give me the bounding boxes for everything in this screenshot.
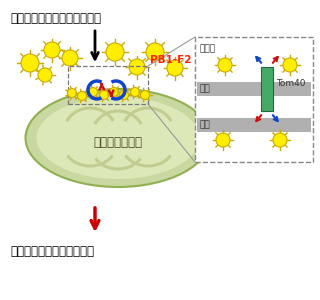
Bar xyxy=(261,67,273,111)
Circle shape xyxy=(106,43,124,61)
Circle shape xyxy=(218,58,232,72)
Circle shape xyxy=(62,50,78,66)
Text: 外膜: 外膜 xyxy=(199,85,210,94)
Bar xyxy=(68,66,148,104)
Circle shape xyxy=(109,88,118,97)
Text: 細胞質: 細胞質 xyxy=(199,44,215,53)
Bar xyxy=(195,37,313,162)
Circle shape xyxy=(21,54,39,72)
Circle shape xyxy=(129,59,145,75)
Text: 内膜: 内膜 xyxy=(199,121,210,130)
Bar xyxy=(197,118,311,132)
Circle shape xyxy=(119,91,129,100)
Circle shape xyxy=(140,91,149,100)
Circle shape xyxy=(131,88,140,97)
Ellipse shape xyxy=(26,89,211,187)
Text: ミトコンドリア: ミトコンドリア xyxy=(93,136,142,149)
Text: ミトコンドリアの機能低下: ミトコンドリアの機能低下 xyxy=(10,245,94,258)
Circle shape xyxy=(146,43,164,61)
Circle shape xyxy=(77,92,86,100)
Circle shape xyxy=(44,42,60,58)
Circle shape xyxy=(38,68,52,82)
Circle shape xyxy=(216,133,230,147)
Text: PB1-F2: PB1-F2 xyxy=(150,55,191,65)
Circle shape xyxy=(167,60,183,76)
Circle shape xyxy=(100,91,108,100)
Circle shape xyxy=(283,58,297,72)
Bar xyxy=(197,82,311,96)
Circle shape xyxy=(89,88,98,97)
Text: Tom40: Tom40 xyxy=(276,80,306,88)
Circle shape xyxy=(68,88,76,98)
Ellipse shape xyxy=(36,97,199,179)
Text: インフルエンザウイルス感染: インフルエンザウイルス感染 xyxy=(10,12,101,25)
Circle shape xyxy=(273,133,287,147)
